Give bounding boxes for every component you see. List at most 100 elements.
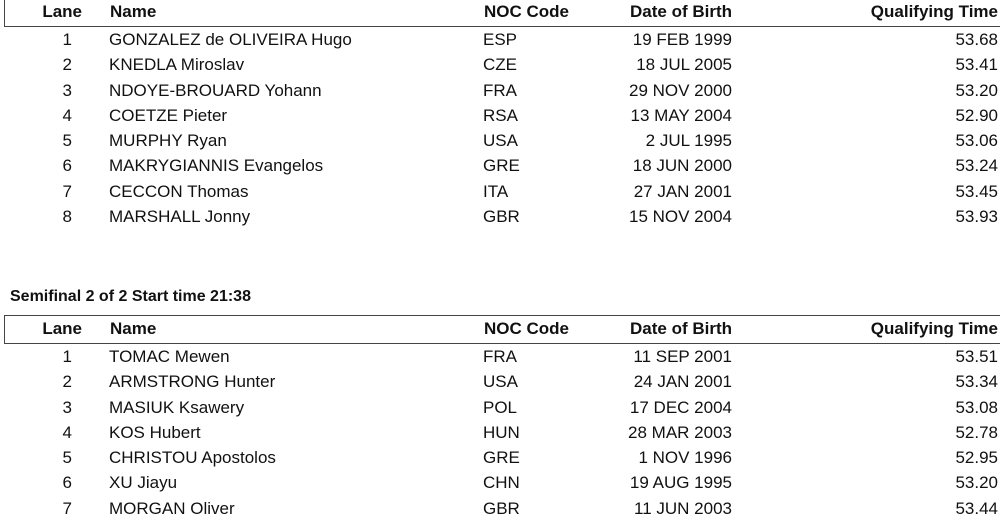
cell-name: MAKRYGIANNIS Evangelos bbox=[109, 156, 324, 176]
cell-lane: 3 bbox=[62, 80, 72, 100]
cell-lane: 1 bbox=[62, 30, 72, 49]
cell-noc: GRE bbox=[483, 448, 520, 468]
cell-lane: 3 bbox=[62, 397, 72, 417]
cell-dob: 19 AUG 1995 bbox=[629, 473, 732, 493]
table-row: 5 MURPHY Ryan USA 2 JUL 1995 53.06 bbox=[4, 128, 1000, 153]
cell-qt: 52.95 bbox=[955, 448, 998, 468]
table-row: 5 CHRISTOU Apostolos GRE 1 NOV 1996 52.95 bbox=[4, 445, 1000, 470]
cell-qt: 53.93 bbox=[955, 207, 998, 227]
cell-lane: 4 bbox=[62, 422, 72, 442]
cell-lane: 7 bbox=[62, 181, 72, 201]
header-lane: Lane bbox=[42, 319, 82, 338]
table-row: 3 MASIUK Ksawery POL 17 DEC 2004 53.08 bbox=[4, 395, 1000, 420]
header-name: Name bbox=[110, 319, 157, 338]
cell-dob: 18 JUN 2000 bbox=[632, 156, 732, 176]
table-row: 6 MAKRYGIANNIS Evangelos GRE 18 JUN 2000 53.… bbox=[4, 153, 1000, 178]
cell-noc: HUN bbox=[483, 422, 520, 442]
cell-lane: 2 bbox=[62, 372, 72, 392]
cell-qt: 53.20 bbox=[955, 80, 998, 100]
cell-name: GONZALEZ de OLIVEIRA Hugo bbox=[109, 30, 352, 49]
cell-dob: 24 JAN 2001 bbox=[633, 372, 732, 392]
section-title: Semifinal 2 of 2 Start time 21:38 bbox=[10, 288, 251, 305]
cell-lane: 4 bbox=[62, 105, 72, 125]
cell-dob: 19 FEB 1999 bbox=[632, 30, 732, 49]
cell-noc: GBR bbox=[483, 207, 520, 227]
table-row: 4 KOS Hubert HUN 28 MAR 2003 52.78 bbox=[4, 420, 1000, 445]
table-row: 4 COETZE Pieter RSA 13 MAY 2004 52.90 bbox=[4, 103, 1000, 128]
cell-name: NDOYE-BROUARD Yohann bbox=[109, 80, 322, 100]
cell-qt: 52.78 bbox=[955, 422, 998, 442]
cell-name: TOMAC Mewen bbox=[109, 347, 230, 366]
cell-name: CECCON Thomas bbox=[109, 181, 249, 201]
cell-noc: RSA bbox=[483, 105, 518, 125]
table-header: Lane Name NOC Code Date of Birth Qualify… bbox=[4, 0, 1000, 27]
cell-name: ARMSTRONG Hunter bbox=[109, 372, 276, 392]
header-dob: Date of Birth bbox=[630, 2, 732, 21]
cell-dob: 29 NOV 2000 bbox=[628, 80, 732, 100]
cell-qt: 53.45 bbox=[955, 181, 998, 201]
cell-dob: 18 JUL 2005 bbox=[636, 55, 732, 75]
cell-qt: 53.51 bbox=[955, 347, 998, 366]
table-row: 7 CECCON Thomas ITA 27 JAN 2001 53.45 bbox=[4, 179, 1000, 204]
table-header: Lane Name NOC Code Date of Birth Qualify… bbox=[4, 315, 1000, 344]
cell-noc: GRE bbox=[483, 156, 520, 176]
cell-dob: 11 JUN 2003 bbox=[634, 498, 732, 518]
table-row: 1 GONZALEZ de OLIVEIRA Hugo ESP 19 FEB 1999… bbox=[4, 27, 1000, 52]
cell-lane: 2 bbox=[62, 55, 72, 75]
table-row: 2 ARMSTRONG Hunter USA 24 JAN 2001 53.34 bbox=[4, 369, 1000, 394]
cell-lane: 7 bbox=[62, 498, 72, 518]
cell-dob: 15 NOV 2004 bbox=[628, 207, 732, 227]
cell-noc: FRA bbox=[483, 80, 517, 100]
cell-qt: 53.34 bbox=[955, 372, 998, 392]
header-noc: NOC Code bbox=[484, 2, 569, 21]
cell-noc: FRA bbox=[483, 347, 517, 366]
cell-dob: 2 JUL 1995 bbox=[645, 131, 732, 151]
cell-qt: 52.90 bbox=[955, 105, 998, 125]
table-row: 8 MARSHALL Jonny GBR 15 NOV 2004 53.93 bbox=[4, 204, 1000, 229]
cell-dob: 11 SEP 2001 bbox=[633, 347, 732, 366]
cell-lane: 6 bbox=[62, 156, 72, 176]
header-noc: NOC Code bbox=[484, 319, 569, 338]
cell-name: MORGAN Oliver bbox=[109, 498, 235, 518]
cell-dob: 17 DEC 2004 bbox=[629, 397, 732, 417]
cell-qt: 53.24 bbox=[955, 156, 998, 176]
semifinal-2-table: Lane Name NOC Code Date of Birth Qualify… bbox=[4, 315, 1000, 521]
cell-name: XU Jiayu bbox=[109, 473, 178, 493]
header-qualifying-time: Qualifying Time bbox=[870, 2, 998, 21]
cell-noc: USA bbox=[483, 131, 518, 151]
cell-name: MASIUK Ksawery bbox=[109, 397, 245, 417]
cell-noc: GBR bbox=[483, 498, 520, 518]
cell-name: MURPHY Ryan bbox=[109, 131, 227, 151]
cell-noc: POL bbox=[483, 397, 518, 417]
cell-noc: ITA bbox=[483, 181, 509, 201]
header-name: Name bbox=[110, 2, 157, 21]
cell-qt: 53.06 bbox=[955, 131, 998, 151]
cell-qt: 53.20 bbox=[955, 473, 998, 493]
table-row: 1 TOMAC Mewen FRA 11 SEP 2001 53.51 bbox=[4, 344, 1000, 369]
cell-lane: 8 bbox=[62, 207, 72, 227]
table-row: 7 MORGAN Oliver GBR 11 JUN 2003 53.44 bbox=[4, 496, 1000, 521]
header-qualifying-time: Qualifying Time bbox=[870, 319, 998, 338]
cell-lane: 5 bbox=[62, 131, 72, 151]
cell-dob: 13 MAY 2004 bbox=[630, 105, 732, 125]
cell-lane: 1 bbox=[62, 347, 72, 366]
cell-qt: 53.68 bbox=[955, 30, 998, 49]
cell-dob: 28 MAR 2003 bbox=[628, 422, 732, 442]
cell-name: MARSHALL Jonny bbox=[109, 207, 251, 227]
cell-dob: 1 NOV 1996 bbox=[638, 448, 732, 468]
semifinal-1-table: Lane Name NOC Code Date of Birth Qualify… bbox=[4, 0, 1000, 229]
cell-qt: 53.08 bbox=[955, 397, 998, 417]
cell-noc: USA bbox=[483, 372, 518, 392]
header-dob: Date of Birth bbox=[630, 319, 732, 338]
cell-name: CHRISTOU Apostolos bbox=[109, 448, 276, 468]
cell-dob: 27 JAN 2001 bbox=[633, 181, 732, 201]
cell-qt: 53.41 bbox=[955, 55, 998, 75]
table-row: 6 XU Jiayu CHN 19 AUG 1995 53.20 bbox=[4, 470, 1000, 495]
cell-name: KOS Hubert bbox=[109, 422, 201, 442]
table-row: 2 KNEDLA Miroslav CZE 18 JUL 2005 53.41 bbox=[4, 52, 1000, 77]
cell-noc: CHN bbox=[483, 473, 520, 493]
cell-noc: CZE bbox=[483, 55, 517, 75]
table-row: 3 NDOYE-BROUARD Yohann FRA 29 NOV 2000 53.20 bbox=[4, 78, 1000, 103]
cell-name: KNEDLA Miroslav bbox=[109, 55, 245, 75]
header-lane: Lane bbox=[42, 2, 82, 21]
